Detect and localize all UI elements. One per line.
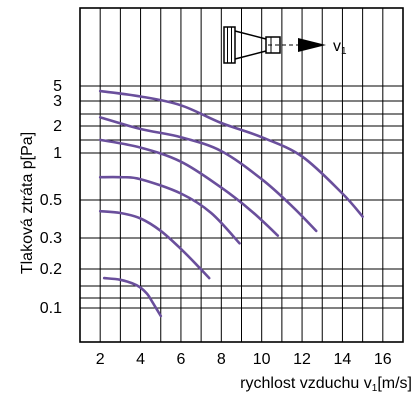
curve-1 [98,89,364,218]
x-tick-label: 12 [293,351,311,368]
y-tick-label: 3 [53,93,62,110]
y-tick-label: 0.3 [40,230,62,247]
x-tick-labels: 2 4 6 8 10 12 14 16 [96,351,392,368]
curves [98,89,364,318]
x-tick-label: 2 [96,351,105,368]
velocity-symbol: v1 [333,38,347,57]
y-axis-label: Tlaková ztráta p[Pa] [19,132,36,274]
curve-3 [98,138,280,237]
y-tick-label: 2 [53,118,62,135]
curve-4 [98,175,241,245]
damper-icon: v1 [223,26,347,64]
x-tick-label: 10 [253,351,271,368]
flow-arrow-icon [298,38,326,52]
curve-2 [98,116,318,233]
x-tick-label: 8 [217,351,226,368]
y-tick-label: 0.1 [40,300,62,317]
y-tick-label: 0.2 [40,261,62,278]
y-tick-label: 0.5 [40,192,62,209]
curve-5 [98,209,211,280]
y-tick-label: 5 [53,78,62,95]
y-tick-label: 1 [53,145,62,162]
x-tick-label: 6 [176,351,185,368]
grid [80,8,403,342]
x-axis-label: rychlost vzduchu v1[m/s] [240,375,412,394]
curve-6 [102,276,163,318]
x-tick-label: 14 [334,351,352,368]
x-tick-label: 16 [374,351,392,368]
plot-frame [79,7,404,343]
x-tick-label: 4 [136,351,145,368]
y-tick-labels: 53 2 1 0.5 0.3 0.2 0.1 [40,78,62,317]
